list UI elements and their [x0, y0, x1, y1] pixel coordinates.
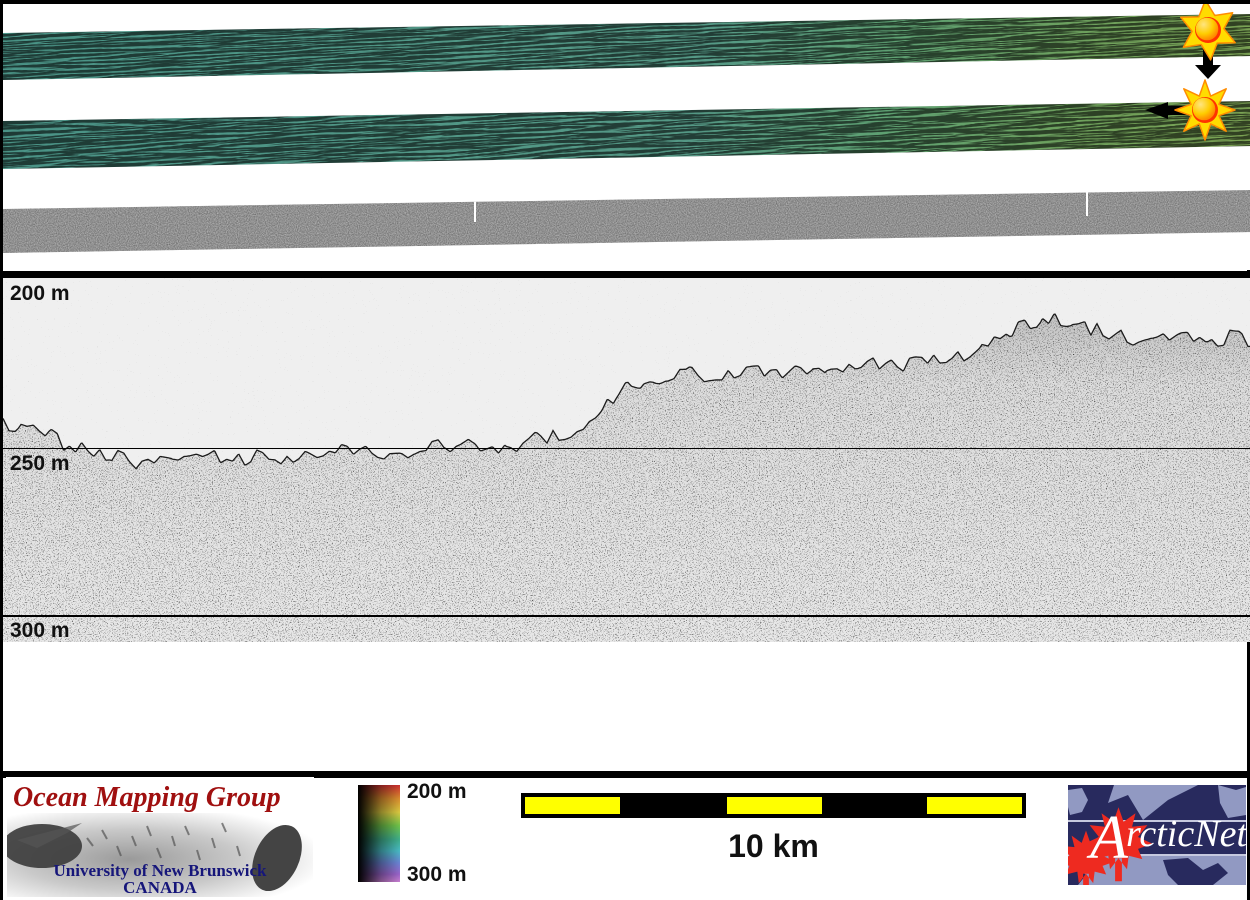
- svg-text:A: A: [1086, 804, 1129, 872]
- svg-text:rcticNet: rcticNet: [1126, 813, 1246, 855]
